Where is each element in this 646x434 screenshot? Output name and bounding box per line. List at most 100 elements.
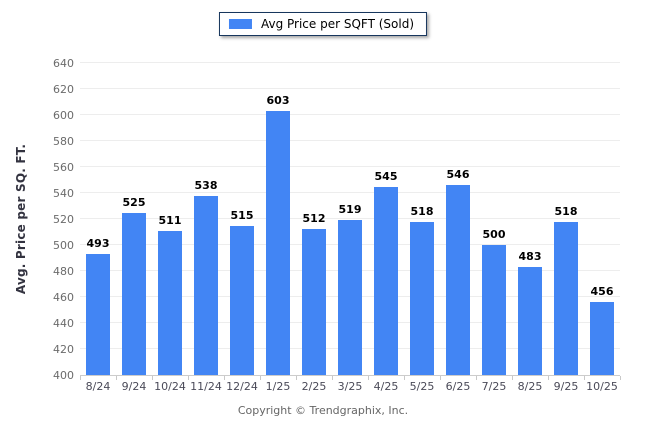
bar-slot: 519 [332, 63, 368, 375]
x-axis-tick [476, 376, 477, 380]
bar-slot: 518 [404, 63, 440, 375]
y-tick-label: 480 [53, 264, 74, 278]
x-tick-label: 7/25 [481, 380, 507, 393]
bar-9/24 [122, 212, 146, 375]
gridline [80, 62, 620, 63]
x-axis-tick [80, 376, 81, 380]
x-tick-label: 8/25 [517, 380, 543, 393]
x-tick-label: 8/24 [85, 380, 111, 393]
legend-label: Avg Price per SQFT (Sold) [260, 17, 415, 31]
x-axis-tick [440, 376, 441, 380]
x-axis-tick [368, 376, 369, 380]
y-tick-label: 560 [53, 160, 74, 174]
bar-7/25 [482, 245, 506, 375]
bar-slot: 483 [512, 63, 548, 375]
bar-3/25 [338, 220, 362, 375]
bar-value-label: 512 [302, 212, 326, 226]
y-tick-label: 440 [53, 316, 74, 330]
bar-10/25 [590, 302, 614, 375]
bar-value-label: 525 [122, 195, 146, 209]
x-axis-tick [152, 376, 153, 380]
bar-value-label: 493 [86, 237, 110, 251]
y-tick-label: 500 [53, 238, 74, 252]
x-axis-tick [260, 376, 261, 380]
gridline [80, 166, 620, 167]
bar-11/24 [194, 195, 218, 375]
x-tick-label: 9/25 [553, 380, 579, 393]
bar-8/25 [518, 267, 542, 375]
bar-value-label: 545 [374, 169, 398, 183]
bar-slot: 511 [152, 63, 188, 375]
gridline [80, 140, 620, 141]
bar-10/24 [158, 230, 182, 375]
y-tick-label: 580 [53, 134, 74, 148]
bar-value-label: 546 [446, 168, 470, 182]
bar-slot: 515 [224, 63, 260, 375]
x-axis-tick [296, 376, 297, 380]
bar-12/24 [230, 225, 254, 375]
bar-slot: 456 [584, 63, 620, 375]
bar-value-label: 483 [518, 250, 542, 264]
bar-slot: 546 [440, 63, 476, 375]
bar-slot: 545 [368, 63, 404, 375]
x-tick-label: 4/25 [373, 380, 399, 393]
x-tick-label: 12/24 [226, 380, 258, 393]
y-tick-label: 540 [53, 186, 74, 200]
y-tick-label: 640 [53, 56, 74, 70]
x-axis-tick [620, 376, 621, 380]
x-tick-label: 9/24 [121, 380, 147, 393]
bar-slot: 525 [116, 63, 152, 375]
gridline [80, 88, 620, 89]
legend-swatch [228, 19, 252, 29]
bar-6/25 [446, 185, 470, 375]
bar-slot: 493 [80, 63, 116, 375]
y-tick-label: 520 [53, 212, 74, 226]
x-axis-tick [512, 376, 513, 380]
x-axis-tick [116, 376, 117, 380]
x-axis-tick [404, 376, 405, 380]
bar-slot: 538 [188, 63, 224, 375]
x-tick-label: 10/25 [586, 380, 618, 393]
y-tick-label: 620 [53, 82, 74, 96]
bar-value-label: 518 [554, 204, 578, 218]
bar-slot: 500 [476, 63, 512, 375]
gridline [80, 192, 620, 193]
bar-value-label: 515 [230, 208, 254, 222]
gridline [80, 218, 620, 219]
x-axis-tick [584, 376, 585, 380]
x-axis-tick [332, 376, 333, 380]
x-tick-label: 2/25 [301, 380, 327, 393]
bar-value-label: 518 [410, 204, 434, 218]
x-tick-label: 3/25 [337, 380, 363, 393]
bar-2/25 [302, 229, 326, 375]
bar-8/24 [86, 254, 110, 375]
bar-value-label: 456 [590, 285, 614, 299]
bar-value-label: 511 [158, 213, 182, 227]
bar-value-label: 603 [266, 94, 290, 108]
y-tick-label: 460 [53, 290, 74, 304]
x-axis-tick [224, 376, 225, 380]
legend: Avg Price per SQFT (Sold) [218, 12, 428, 36]
x-axis-tick [188, 376, 189, 380]
bar-9/25 [554, 221, 578, 375]
x-axis-tick [548, 376, 549, 380]
x-tick-label: 1/25 [265, 380, 291, 393]
y-tick-label: 420 [53, 342, 74, 356]
bar-value-label: 538 [194, 178, 218, 192]
copyright-text: Copyright © Trendgraphix, Inc. [237, 404, 409, 417]
bar-5/25 [410, 221, 434, 375]
x-tick-label: 11/24 [190, 380, 222, 393]
x-tick-label: 5/25 [409, 380, 435, 393]
x-tick-label: 6/25 [445, 380, 471, 393]
bar-slot: 512 [296, 63, 332, 375]
bar-value-label: 519 [338, 203, 362, 217]
x-tick-label: 10/24 [154, 380, 186, 393]
y-tick-label: 400 [53, 368, 74, 382]
plot-area: 493 525 511 538 515 603 512 519 545 518 546 500 483 5… [80, 62, 621, 380]
bar-4/25 [374, 186, 398, 375]
bar-1/25 [266, 111, 290, 375]
bar-value-label: 500 [482, 228, 506, 241]
y-tick-label: 600 [53, 108, 74, 122]
gridline [80, 114, 620, 115]
